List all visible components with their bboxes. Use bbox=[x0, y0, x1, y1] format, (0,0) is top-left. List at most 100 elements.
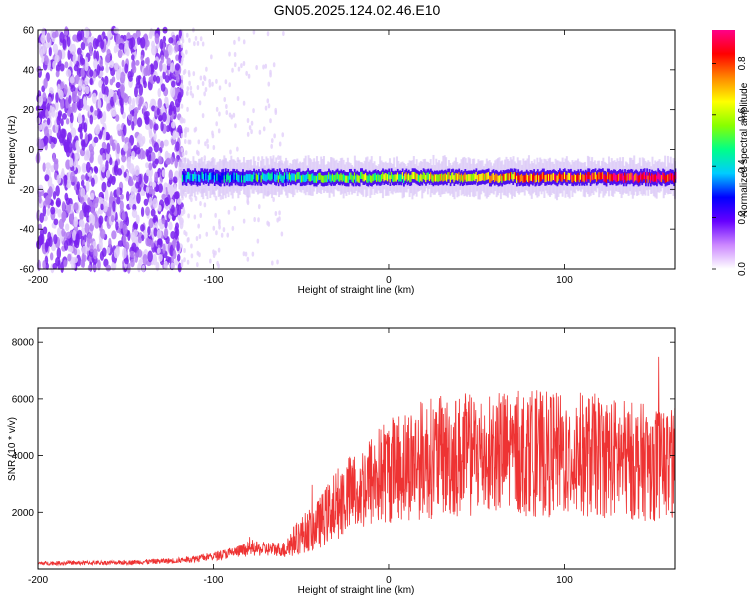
heatmap-cell bbox=[459, 174, 462, 183]
heatmap-cell bbox=[149, 27, 154, 37]
heatmap-cell bbox=[170, 121, 176, 129]
heatmap-cell bbox=[94, 109, 98, 116]
heatmap-cell bbox=[123, 171, 127, 178]
heatmap-cell bbox=[453, 175, 456, 183]
heatmap-cell bbox=[208, 172, 211, 181]
heatmap-cell bbox=[215, 173, 217, 181]
heatmap-cell bbox=[62, 136, 66, 146]
heatmap-cell bbox=[566, 175, 569, 183]
heatmap-cell bbox=[560, 174, 563, 182]
heatmap-cell bbox=[161, 169, 166, 178]
heatmap-y-tick-label: 60 bbox=[23, 26, 35, 37]
heatmap-cell bbox=[190, 197, 193, 203]
heatmap-cell bbox=[487, 172, 490, 180]
heatmap-cell bbox=[76, 30, 83, 42]
heatmap-cell bbox=[98, 215, 104, 225]
heatmap-cell bbox=[228, 112, 232, 118]
heatmap-cell bbox=[305, 174, 308, 182]
heatmap-cell bbox=[637, 175, 640, 183]
heatmap-cell bbox=[92, 70, 97, 79]
heatmap-cell bbox=[635, 173, 637, 181]
heatmap-cell bbox=[120, 85, 124, 98]
heatmap-cell bbox=[111, 76, 116, 83]
heatmap-cell bbox=[243, 175, 246, 183]
heatmap-cell bbox=[76, 248, 81, 257]
heatmap-cell bbox=[176, 253, 181, 262]
heatmap-cell bbox=[179, 161, 182, 196]
heatmap-cell bbox=[330, 175, 333, 183]
heatmap-cell bbox=[340, 173, 343, 181]
heatmap-cell bbox=[380, 174, 383, 182]
heatmap-cell bbox=[101, 141, 107, 150]
colorbar-tick-label: 0.0 bbox=[737, 262, 748, 276]
heatmap-cell bbox=[105, 65, 109, 74]
heatmap-cell bbox=[464, 172, 467, 180]
heatmap-cell bbox=[248, 125, 252, 131]
heatmap-cell bbox=[92, 264, 97, 272]
heatmap-cell bbox=[617, 173, 620, 181]
heatmap-cell bbox=[50, 206, 56, 215]
heatmap-cell bbox=[175, 222, 179, 230]
heatmap-cell bbox=[298, 172, 301, 180]
heatmap-cell bbox=[55, 70, 60, 78]
heatmap-cell bbox=[55, 123, 59, 134]
heatmap-x-tick-label: -100 bbox=[203, 275, 223, 286]
heatmap-cell bbox=[536, 172, 539, 180]
heatmap-cell bbox=[184, 129, 188, 135]
heatmap-cell bbox=[80, 41, 86, 51]
heatmap-cell bbox=[140, 224, 145, 232]
heatmap-cell bbox=[212, 144, 216, 150]
heatmap-cell bbox=[269, 118, 272, 124]
heatmap-cell bbox=[218, 85, 222, 91]
heatmap-cell bbox=[227, 172, 230, 180]
heatmap-cell bbox=[104, 188, 109, 201]
heatmap-x-tick-label: -200 bbox=[28, 275, 48, 286]
heatmap-cell bbox=[614, 173, 617, 181]
heatmap-cell bbox=[157, 238, 163, 246]
heatmap-cell bbox=[344, 175, 346, 183]
heatmap-cell bbox=[401, 172, 404, 180]
heatmap-cell bbox=[129, 197, 133, 209]
heatmap-cell bbox=[179, 219, 184, 230]
heatmap-cell bbox=[215, 121, 218, 127]
heatmap-cell bbox=[277, 175, 280, 183]
heatmap-cell bbox=[170, 138, 177, 145]
heatmap-cell bbox=[636, 174, 639, 182]
heatmap-cell bbox=[84, 56, 89, 68]
heatmap-cell bbox=[438, 173, 441, 182]
heatmap-cell bbox=[140, 54, 144, 62]
heatmap-cell bbox=[145, 206, 150, 216]
heatmap-cell bbox=[77, 126, 83, 133]
heatmap-cell bbox=[182, 118, 186, 124]
heatmap-cell bbox=[41, 101, 47, 111]
heatmap-cell bbox=[411, 171, 414, 180]
heatmap-cell bbox=[121, 247, 127, 259]
heatmap-cell bbox=[458, 172, 461, 180]
heatmap-cell bbox=[80, 187, 86, 199]
heatmap-cell bbox=[237, 36, 241, 42]
heatmap-cell bbox=[148, 162, 153, 171]
heatmap-cell bbox=[154, 158, 159, 165]
heatmap-cell bbox=[147, 226, 151, 236]
heatmap-cell bbox=[229, 174, 232, 182]
heatmap-cell bbox=[105, 264, 112, 272]
heatmap-cell bbox=[484, 173, 486, 182]
heatmap-cell bbox=[328, 172, 330, 180]
heatmap-cell bbox=[80, 57, 85, 66]
heatmap-cell bbox=[166, 57, 172, 67]
heatmap-cell bbox=[320, 175, 323, 183]
heatmap-cell bbox=[218, 111, 221, 117]
heatmap-cell bbox=[76, 47, 82, 56]
heatmap-cell bbox=[161, 112, 167, 123]
heatmap-cell bbox=[267, 103, 271, 109]
heatmap-cell bbox=[317, 174, 319, 182]
heatmap-cell bbox=[299, 175, 302, 183]
heatmap-cell bbox=[145, 162, 149, 169]
heatmap-cell bbox=[152, 253, 158, 266]
heatmap-cell bbox=[520, 173, 523, 182]
heatmap-cell bbox=[445, 174, 448, 182]
heatmap-cell bbox=[69, 157, 74, 168]
heatmap-cell bbox=[185, 90, 189, 96]
heatmap-cell bbox=[46, 102, 50, 112]
